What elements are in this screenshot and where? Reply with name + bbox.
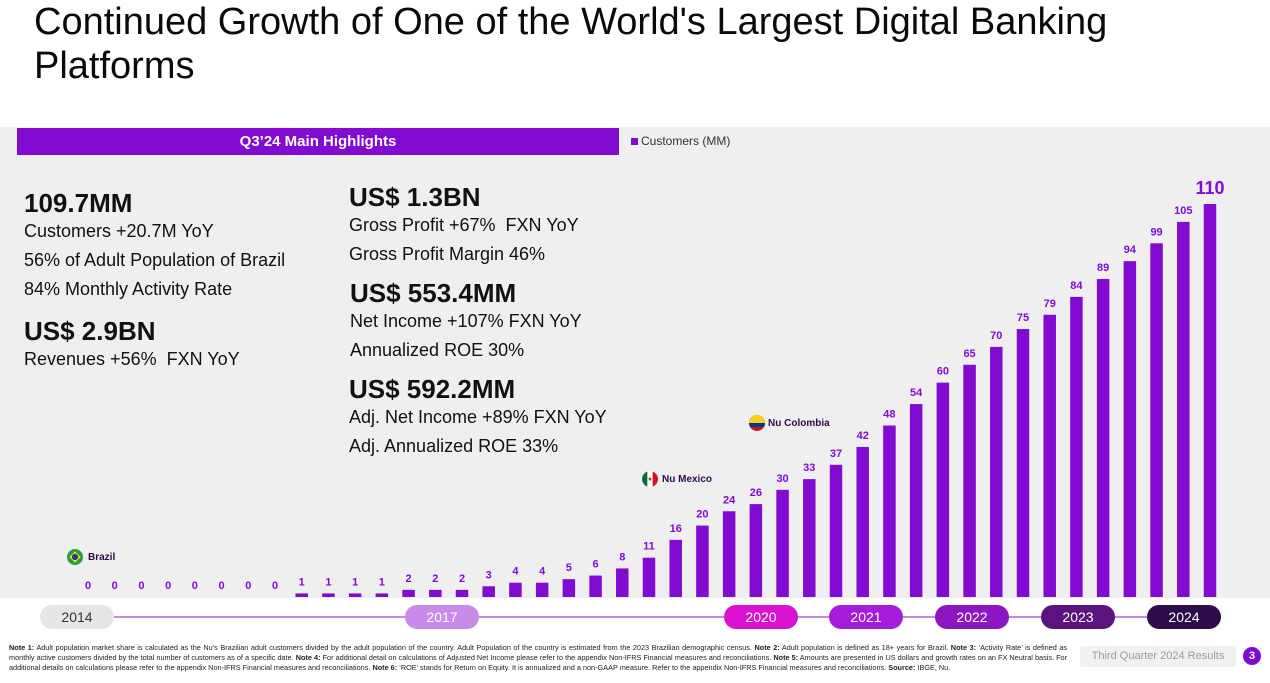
- timeline-year-pill: 2024: [1147, 605, 1221, 629]
- timeline-year-pill: 2020: [724, 605, 798, 629]
- highlights-header: Q3’24 Main Highlights: [17, 128, 619, 155]
- metric-detail: Customers +20.7M YoY: [24, 221, 214, 241]
- metric-gross-profit: US$ 1.3BN Gross Profit +67% FXN YoY Gros…: [349, 183, 579, 269]
- metric-detail: 56% of Adult Population of Brazil: [24, 250, 286, 270]
- annotation-label: Nu Colombia: [768, 417, 830, 429]
- timeline-year-pill: 2023: [1041, 605, 1115, 629]
- page-number: 3: [1243, 647, 1261, 665]
- note-label: Note 1:: [9, 643, 35, 652]
- source-text: IBGE, Nu.: [917, 663, 951, 672]
- content-panel: [0, 127, 1270, 598]
- annotation-nu-colombia: Nu Colombia: [749, 414, 830, 432]
- timeline-year-pill: 2021: [829, 605, 903, 629]
- note-label: Note 3:: [950, 643, 977, 652]
- metric-customers: 109.7MM Customers +20.7M YoY 56% of Adul…: [24, 189, 285, 304]
- note-label: Note 6:: [372, 663, 398, 672]
- annotation-nu-mexico: Nu Mexico: [642, 470, 712, 488]
- metric-net-income: US$ 553.4MM Net Income +107% FXN YoY Ann…: [350, 279, 582, 365]
- annotation-brazil: Brazil: [67, 548, 115, 566]
- note-text: ‘ROE’ stands for Return on Equity. It is…: [399, 663, 887, 672]
- metric-detail: Gross Profit +67% FXN YoY: [349, 215, 579, 235]
- legend-label: Customers (MM): [641, 134, 731, 148]
- annotation-label: Brazil: [88, 551, 116, 563]
- colombia-flag-icon: [749, 415, 765, 431]
- annotation-label: Nu Mexico: [662, 473, 713, 485]
- metric-value: US$ 1.3BN: [349, 182, 481, 212]
- footnotes: Note 1: Adult population market share is…: [9, 643, 1067, 673]
- metric-detail: Adj. Net Income +89% FXN YoY: [349, 407, 607, 427]
- timeline-year-pill: 2014: [40, 605, 114, 629]
- chart-legend: Customers (MM): [631, 134, 730, 148]
- timeline-year-pill: 2022: [935, 605, 1009, 629]
- note-text: ‘Activity Rate’ is defined as monthly ac…: [9, 643, 1068, 662]
- metric-value: US$ 592.2MM: [349, 374, 516, 404]
- metric-detail: Revenues +56% FXN YoY: [24, 349, 240, 369]
- legend-swatch: [631, 137, 638, 145]
- note-text: Amounts are presented in US dollars and …: [9, 653, 1068, 672]
- metric-adj-net-income: US$ 592.2MM Adj. Net Income +89% FXN YoY…: [349, 375, 607, 461]
- metric-detail: Annualized ROE 30%: [350, 340, 525, 360]
- timeline-line: [113, 616, 1147, 618]
- metric-detail: 84% Monthly Activity Rate: [24, 279, 233, 299]
- note-label: Note 2:: [754, 643, 780, 652]
- note-text: For additional detail on calculations of…: [322, 653, 772, 662]
- metric-value: US$ 2.9BN: [24, 316, 156, 346]
- note-label: Note 4:: [295, 653, 321, 662]
- note-text: Adult population is defined as 18+ years…: [781, 643, 949, 652]
- metric-value: 109.7MM: [24, 188, 133, 218]
- metric-revenues: US$ 2.9BN Revenues +56% FXN YoY: [24, 317, 240, 374]
- brazil-flag-icon: [67, 549, 83, 565]
- metric-detail: Net Income +107% FXN YoY: [350, 311, 582, 331]
- page-title: Continued Growth of One of the World's L…: [34, 1, 1108, 87]
- metric-value: US$ 553.4MM: [350, 278, 517, 308]
- deck-label: Third Quarter 2024 Results: [1080, 646, 1236, 667]
- timeline-year-pill: 2017: [405, 605, 479, 629]
- note-label: Note 5:: [773, 653, 799, 662]
- metric-detail: Adj. Annualized ROE 33%: [349, 436, 559, 456]
- metric-detail: Gross Profit Margin 46%: [349, 244, 546, 264]
- note-text: Adult population market share is calcula…: [36, 643, 752, 652]
- mexico-flag-icon: [642, 471, 658, 487]
- source-label: Source:: [888, 663, 916, 672]
